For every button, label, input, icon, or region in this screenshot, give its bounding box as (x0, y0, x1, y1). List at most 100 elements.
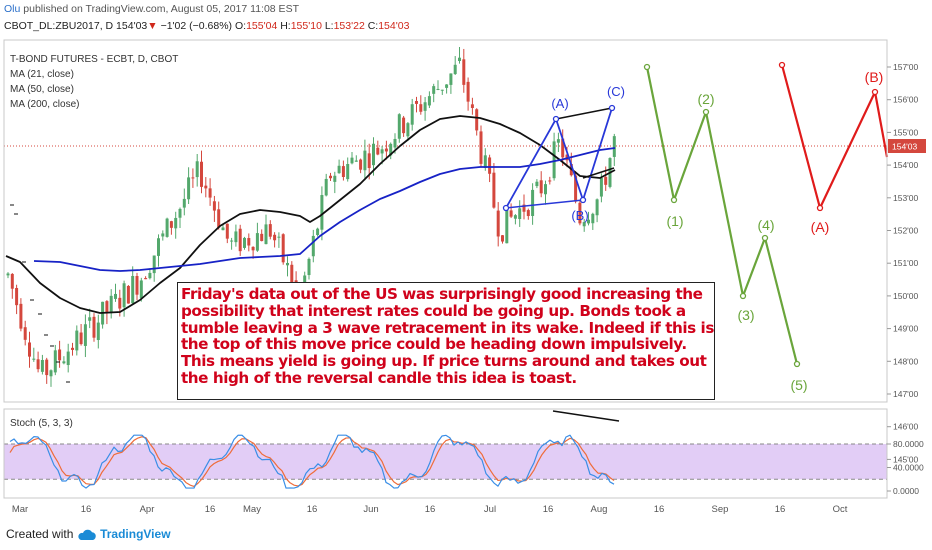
impulse-point-marker (741, 294, 746, 299)
publish-text: published on TradingView.com, August 05,… (23, 3, 299, 15)
candle-body (204, 186, 207, 189)
price-tick-label: 157'00 (893, 62, 919, 72)
time-axis-label: Jun (363, 504, 378, 515)
candle-body (518, 208, 521, 219)
impulse-point-marker (672, 198, 677, 203)
time-axis-label: May (243, 504, 261, 515)
stoch-legend[interactable]: Stoch (5, 3, 3) (10, 418, 73, 429)
symbol-name[interactable]: CBOT_DL:ZBU2017, D (4, 20, 113, 32)
candle-body (411, 104, 414, 124)
candle-body (110, 296, 113, 313)
candle-body (325, 179, 328, 195)
correction-wave-line (782, 65, 887, 208)
low-label: L: (325, 20, 334, 32)
candle-body (501, 235, 504, 241)
candle-body (179, 209, 182, 218)
time-axis-label: 16 (81, 504, 92, 515)
candle-body (166, 219, 169, 237)
candle-body (591, 214, 594, 223)
ma21-legend[interactable]: MA (21, close) (10, 69, 74, 80)
candle-body (359, 160, 362, 170)
ma50-legend[interactable]: MA (50, close) (10, 84, 74, 95)
candle-body (234, 231, 237, 242)
ma200-legend[interactable]: MA (200, close) (10, 99, 79, 110)
candle-body (161, 233, 164, 236)
candle-body (230, 241, 233, 242)
candle-body (290, 265, 293, 284)
candle-body (475, 109, 478, 130)
time-axis-label: 16 (205, 504, 216, 515)
candle-body (75, 331, 78, 351)
publish-info: Olu published on TradingView.com, August… (4, 3, 299, 15)
candle-body (131, 276, 134, 303)
candle-body (24, 327, 27, 340)
candle-body (544, 184, 547, 194)
time-axis-label: 16 (425, 504, 436, 515)
abc-point-marker (554, 117, 559, 122)
candle-body (557, 139, 560, 143)
candle-body (308, 259, 311, 275)
candle-body (286, 263, 289, 265)
impulse-wave-label: (1) (666, 213, 683, 229)
candle-body (419, 104, 422, 112)
price-tick-label: 149'00 (893, 324, 919, 334)
candle-body (445, 84, 448, 87)
time-axis-label: 16 (775, 504, 786, 515)
candle-body (93, 317, 96, 338)
time-axis-label: Oct (833, 504, 848, 515)
time-axis-label: Sep (712, 504, 729, 515)
impulse-wave-label: (4) (757, 217, 774, 233)
candle-body (540, 180, 543, 193)
author-link[interactable]: Olu (4, 3, 20, 15)
candle-body (372, 144, 375, 165)
candle-body (338, 166, 341, 173)
candle-body (37, 359, 40, 369)
tradingview-brand[interactable]: TradingView (100, 527, 170, 541)
candle-body (527, 210, 530, 216)
price-tick-label: 155'00 (893, 127, 919, 137)
impulse-wave-label: (5) (790, 377, 807, 393)
impulse-point-marker (795, 362, 800, 367)
candle-body (226, 224, 229, 239)
candle-body (140, 280, 143, 298)
candle-body (88, 317, 91, 320)
candle-body (462, 59, 465, 85)
candle-body (153, 256, 156, 274)
price-tick-label: 148'00 (893, 356, 919, 366)
candle-body (170, 221, 173, 228)
candle-body (505, 208, 508, 243)
abc-point-marker (504, 206, 509, 211)
abc-wave-line (506, 108, 612, 208)
price-tick-label: 156'00 (893, 95, 919, 105)
price-tick-label: 147'00 (893, 389, 919, 399)
price-tick-label: 150'00 (893, 291, 919, 301)
candle-body (157, 238, 160, 256)
time-axis-label: Mar (12, 504, 28, 515)
candle-body (368, 153, 371, 168)
candle-body (381, 149, 384, 153)
candle-body (54, 350, 57, 372)
impulse-point-marker (763, 236, 768, 241)
abc-pattern: (A) (B) (C) (504, 84, 626, 223)
candle-body (118, 298, 121, 309)
price-tick-label: 151'00 (893, 258, 919, 268)
candle-body (548, 180, 551, 181)
annotation-textbox[interactable]: Friday's data out of the US was surprisi… (177, 282, 715, 400)
candle-body (432, 86, 435, 94)
high-label: H: (280, 20, 291, 32)
abc-lower-line (506, 200, 583, 208)
candle-body (273, 235, 276, 240)
stoch-tick-label: 40.0000 (893, 463, 924, 473)
correction-wave-label: (B) (865, 69, 884, 85)
current-price-tag-label: 154'03 (892, 142, 918, 152)
candle-body (497, 211, 500, 237)
candle-body (467, 82, 470, 102)
candle-body (428, 96, 431, 105)
chart-title: T-BOND FUTURES - ECBT, D, CBOT (10, 54, 178, 65)
candle-body (67, 352, 70, 365)
abc-wave-label: (B) (571, 208, 588, 223)
candle-body (239, 229, 242, 251)
stoch-divergence-line (553, 411, 619, 421)
candle-body (217, 209, 220, 227)
